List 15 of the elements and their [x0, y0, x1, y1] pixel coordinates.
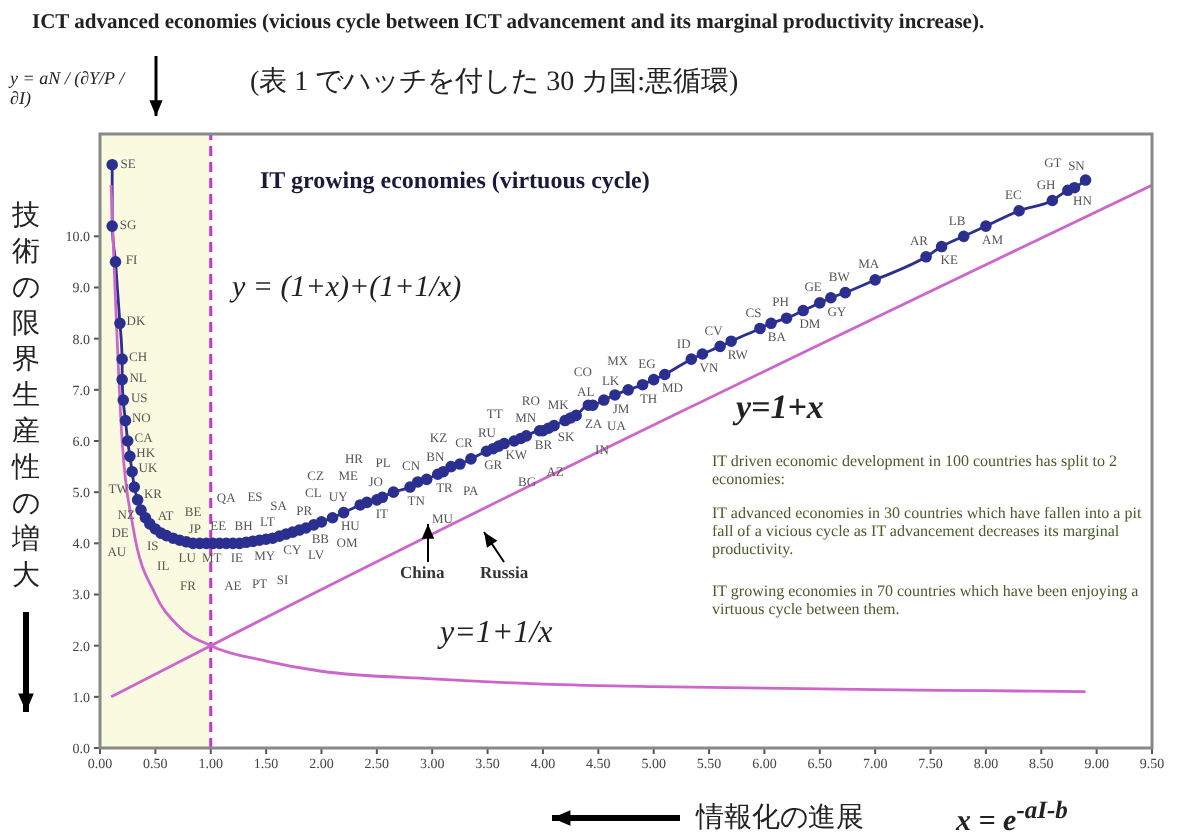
- annotation: y = (1+x)+(1+1/x): [232, 272, 462, 307]
- text: 技術の限界生産性の増大: [12, 202, 40, 592]
- annotation: IT driven economic development in 100 countries has split to 2 economies:: [712, 452, 1119, 489]
- text: y = aN / (∂Y/P / ∂I): [6, 68, 128, 110]
- annotation: IT growing economies in 70 countries which have been enjoying a virtuous cycle between them.: [712, 582, 1141, 619]
- x-axis-title: 情報化の進展: [696, 801, 864, 836]
- chart-subtitle: (表 1 でハッチを付した 30 カ国:悪循環): [250, 65, 739, 100]
- annotation: y=1+1/x: [440, 616, 553, 653]
- chart-title: ICT advanced economies (vicious cycle between ICT advancement and its marginal productivity increase).: [32, 12, 985, 34]
- annotation: China: [400, 562, 445, 584]
- text: x = e$^{-aI-b}$: [956, 796, 1068, 840]
- annotation: Russia: [480, 562, 529, 584]
- annotation: y=1+x: [736, 388, 824, 428]
- annotation: IT advanced economies in 30 countries which have fallen into a pit fall of a vicious cycle as IT advancement decreases its marginal productivity.: [712, 504, 1144, 560]
- annotation: IT growing economies (virtuous cycle): [260, 166, 650, 196]
